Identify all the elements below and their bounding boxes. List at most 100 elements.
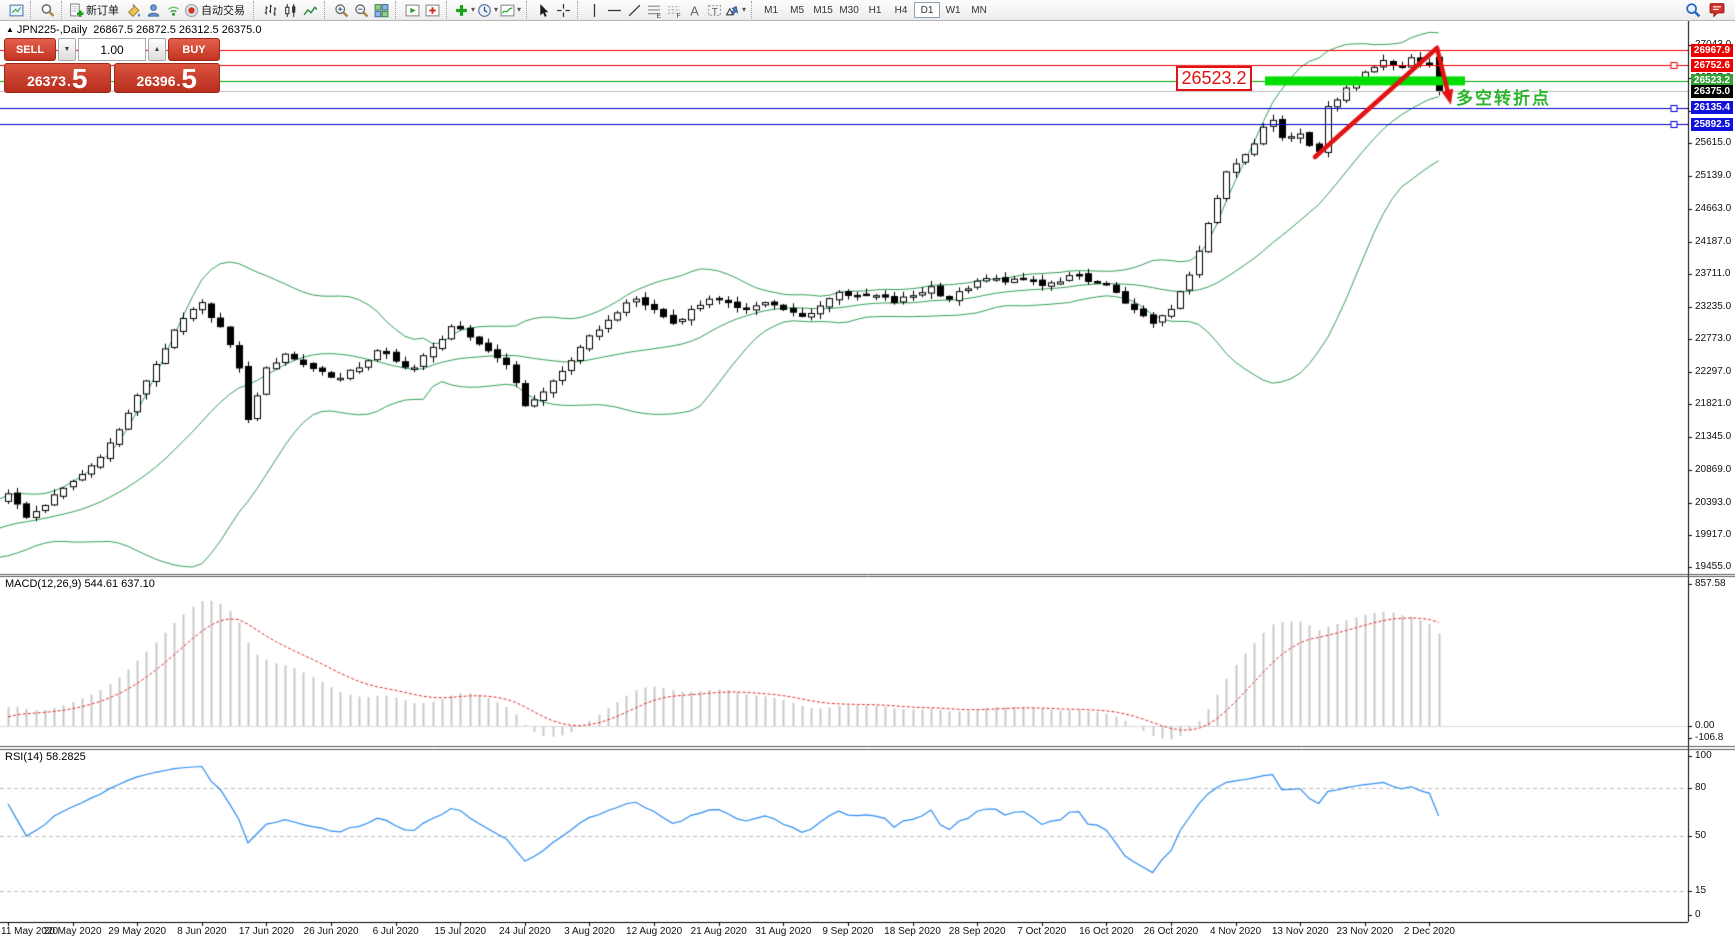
cursor-icon[interactable]: [533, 1, 553, 19]
chevron-down-icon: ▾: [471, 5, 476, 14]
symbol-collapse-icon[interactable]: ▲: [6, 25, 14, 34]
time-axis-label: 7 Oct 2020: [1017, 926, 1067, 937]
timeframe-button-H1[interactable]: H1: [862, 2, 888, 18]
time-axis-label: 26 Jun 2020: [303, 926, 359, 937]
autotrading-button[interactable]: 自动交易: [183, 1, 249, 19]
symbol-period: JPN225-,Daily: [16, 24, 88, 36]
price-axis-tick: 23711.0: [1695, 268, 1731, 280]
volume-input[interactable]: 1.00: [78, 38, 146, 61]
chat-icon[interactable]: [1707, 1, 1727, 19]
period-dropdown[interactable]: ▾: [476, 1, 499, 19]
time-axis-label: 26 Oct 2020: [1143, 926, 1199, 937]
fibonacci-icon[interactable]: E: [644, 1, 664, 19]
price-axis-tick: 19455.0: [1695, 561, 1732, 573]
toolbar-group-cursor: [526, 1, 577, 19]
buy-price-dot: .: [176, 73, 181, 89]
sell-button[interactable]: SELL: [4, 38, 56, 61]
buy-button[interactable]: BUY: [168, 38, 220, 61]
toolbar-group-trade: 新订单 自动交易: [61, 1, 253, 19]
price-axis-tick: 21821.0: [1695, 398, 1732, 410]
timeframe-button-H4[interactable]: H4: [888, 2, 914, 18]
sell-price-dot: .: [66, 73, 71, 89]
buy-price-main: 26396: [136, 73, 176, 89]
new-chart-icon[interactable]: [422, 1, 442, 19]
timeframe-button-M30[interactable]: M30: [836, 2, 862, 18]
timeframe-button-M15[interactable]: M15: [810, 2, 836, 18]
price-axis-tick: 21345.0: [1695, 431, 1732, 443]
rsi-label: RSI(14) 58.2825: [5, 751, 86, 763]
chevron-down-icon: ▾: [742, 5, 747, 14]
channel-icon[interactable]: F: [664, 1, 684, 19]
sell-price-button[interactable]: 26373. 5: [4, 63, 111, 93]
vertical-line-icon[interactable]: [584, 1, 604, 19]
styles-bucket-icon[interactable]: [123, 1, 143, 19]
add-indicator-dropdown[interactable]: ▾: [453, 1, 476, 19]
buy-price-pip: 5: [181, 63, 197, 95]
toolbar-group-charttype: [253, 1, 324, 19]
horizontal-line-icon[interactable]: [604, 1, 624, 19]
time-axis-label: 15 Jul 2020: [434, 926, 487, 937]
buy-price-button[interactable]: 26396. 5: [113, 63, 220, 95]
toolbar-group-add: ▾ ▾ ▾: [446, 1, 526, 19]
turning-point-note[interactable]: 多空转折点: [1456, 89, 1551, 108]
timeframe-button-M5[interactable]: M5: [784, 2, 810, 18]
community-icon[interactable]: [143, 1, 163, 19]
zoom-out-icon[interactable]: [351, 1, 371, 19]
shapes-dropdown[interactable]: ▾: [724, 1, 747, 19]
rsi-axis-tick: 0: [1695, 909, 1701, 920]
data-window-icon[interactable]: [37, 1, 57, 19]
svg-text:F: F: [676, 13, 680, 18]
time-axis-label: 8 Jun 2020: [177, 926, 227, 937]
price-level-label: 26523.2: [1691, 74, 1733, 88]
svg-text:E: E: [656, 13, 660, 18]
timeframe-button-MN[interactable]: MN: [966, 2, 992, 18]
spinner-up-icon: ▲: [153, 46, 161, 53]
chevron-down-icon: ▾: [494, 5, 499, 14]
timeframe-button-W1[interactable]: W1: [940, 2, 966, 18]
search-icon[interactable]: [1683, 1, 1703, 19]
candlestick-icon[interactable]: [280, 1, 300, 19]
chart-title: ▲ JPN225-,Daily 26867.5 26872.5 26312.5 26…: [6, 24, 261, 36]
volume-decrease-button[interactable]: ▼: [58, 38, 76, 61]
price-axis-tick: 22297.0: [1695, 365, 1732, 377]
timeframe-group: M1 M5 M15 M30 H1 H4 D1 W1 MN: [751, 1, 996, 19]
timeframe-button-D1[interactable]: D1: [914, 2, 941, 18]
time-axis[interactable]: 11 May 2020 20 May 2020 29 May 2020 8 Jun 2…: [0, 922, 1688, 941]
template-dropdown[interactable]: ▾: [499, 1, 522, 19]
time-axis-label: 23 Nov 2020: [1336, 926, 1394, 937]
price-axis-tick: 20869.0: [1695, 463, 1732, 475]
new-order-button[interactable]: 新订单: [68, 1, 123, 19]
text-label-icon[interactable]: T: [704, 1, 724, 19]
toolbar-right: [1683, 1, 1735, 19]
strategy-tester-icon[interactable]: [402, 1, 422, 19]
trendline-icon[interactable]: [624, 1, 644, 19]
support-level-label[interactable]: 26523.2: [1176, 66, 1252, 91]
time-axis-label: 31 Aug 2020: [755, 926, 812, 937]
signals-icon[interactable]: [163, 1, 183, 19]
crosshair-icon[interactable]: [553, 1, 573, 19]
line-chart-icon[interactable]: [300, 1, 320, 19]
toolbar-group-zoom: [324, 1, 395, 19]
zoom-in-icon[interactable]: [331, 1, 351, 19]
rsi-axis-tick: 50: [1695, 830, 1707, 841]
chart-window-icon[interactable]: [6, 1, 26, 19]
time-axis-label: 17 Jun 2020: [238, 926, 294, 937]
rsi-axis-tick: 80: [1695, 782, 1707, 793]
timeframe-button-M1[interactable]: M1: [758, 2, 784, 18]
macd-axis-tick: 857.58: [1695, 578, 1726, 589]
tile-windows-icon[interactable]: [371, 1, 391, 19]
one-click-trading-panel: SELL ▼ 1.00 ▲ BUY 26373. 5 26396. 5: [4, 38, 220, 93]
price-axis[interactable]: 27043.026567.026091.025615.025139.024663…: [1688, 20, 1735, 922]
time-axis-label: 24 Jul 2020: [499, 926, 551, 937]
time-axis-label: 6 Jul 2020: [372, 926, 419, 937]
rsi-axis-tick: 100: [1695, 750, 1712, 761]
bar-chart-icon[interactable]: [260, 1, 280, 19]
text-icon[interactable]: A: [684, 1, 704, 19]
time-axis-label: 21 Aug 2020: [690, 926, 747, 937]
rsi-axis-tick: 15: [1695, 885, 1707, 896]
volume-increase-button[interactable]: ▲: [148, 38, 166, 61]
toolbar-group-windows: [0, 1, 30, 19]
macd-axis-tick: 0.00: [1695, 720, 1715, 731]
